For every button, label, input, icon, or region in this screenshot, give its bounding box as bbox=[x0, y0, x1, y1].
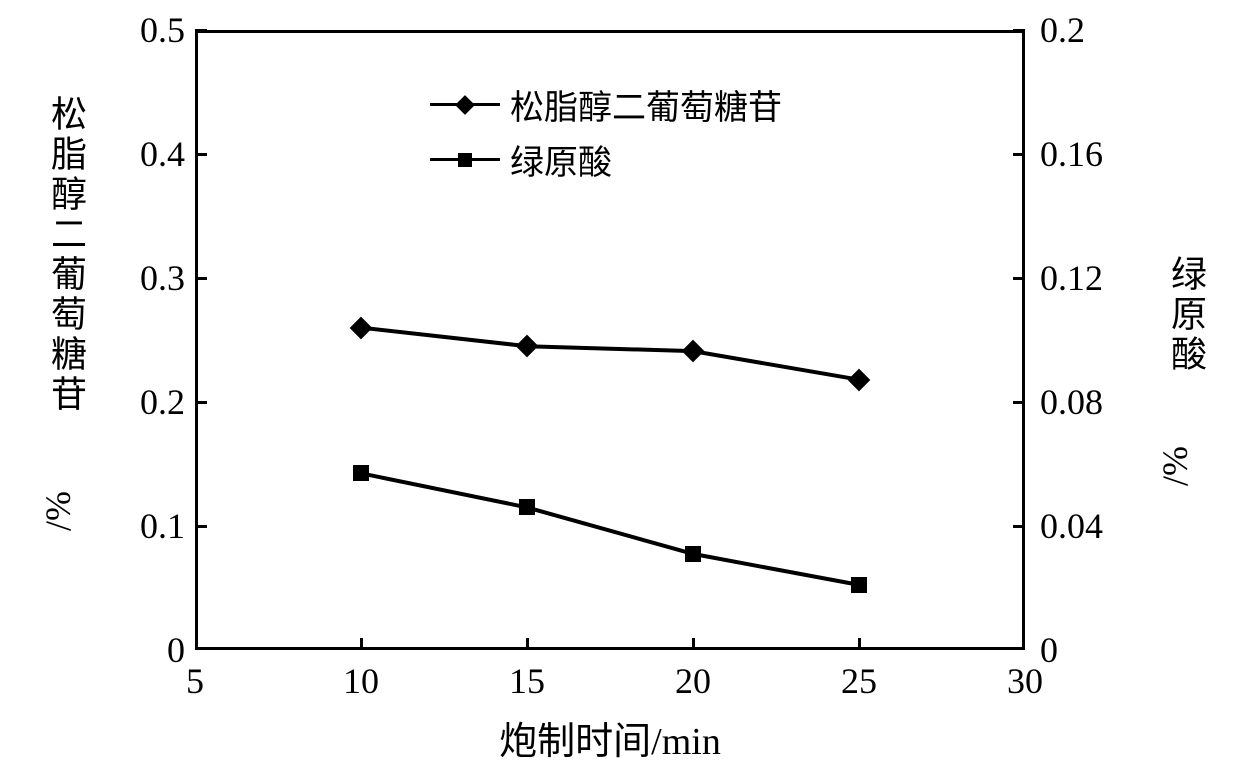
y2-tick-label: 0.08 bbox=[1040, 381, 1103, 423]
y2-axis-title-unit: /% bbox=[1154, 446, 1196, 486]
y2-tick bbox=[1013, 525, 1025, 528]
x-tick-label: 30 bbox=[1007, 660, 1043, 702]
y1-tick bbox=[195, 525, 207, 528]
x-tick-label: 15 bbox=[509, 660, 545, 702]
y2-tick bbox=[1013, 401, 1025, 404]
y1-tick-label: 0.3 bbox=[115, 257, 185, 299]
y2-tick-label: 0.2 bbox=[1040, 9, 1085, 51]
x-tick bbox=[360, 638, 363, 650]
y2-tick-label: 0.04 bbox=[1040, 505, 1103, 547]
x-tick bbox=[692, 638, 695, 650]
square-marker-icon bbox=[851, 577, 867, 593]
square-marker-icon bbox=[519, 499, 535, 515]
y1-tick bbox=[195, 153, 207, 156]
y2-tick bbox=[1013, 153, 1025, 156]
y1-tick bbox=[195, 277, 207, 280]
x-axis-title: 炮制时间/min bbox=[499, 710, 721, 765]
legend-item-series1: 松脂醇二葡萄糖苷 bbox=[430, 80, 782, 129]
y1-axis-title: 松脂醇二葡萄糖苷 bbox=[40, 95, 92, 415]
y2-axis-title: 绿原酸 bbox=[1160, 255, 1212, 375]
y2-tick-label: 0.16 bbox=[1040, 133, 1103, 175]
y2-tick bbox=[1013, 29, 1025, 32]
legend-label: 松脂醇二葡萄糖苷 bbox=[510, 80, 782, 129]
x-tick bbox=[858, 638, 861, 650]
square-marker-icon bbox=[685, 546, 701, 562]
legend-item-series2: 绿原酸 bbox=[430, 135, 612, 184]
legend-label: 绿原酸 bbox=[510, 135, 612, 184]
y1-tick-label: 0.2 bbox=[115, 381, 185, 423]
chart-container: 松脂醇二葡萄糖苷 /% 绿原酸 /% 炮制时间/min 松脂醇二葡萄糖苷 绿原酸… bbox=[0, 0, 1240, 783]
x-tick-label: 5 bbox=[186, 660, 204, 702]
square-marker-icon bbox=[353, 465, 369, 481]
y1-tick-label: 0.5 bbox=[115, 9, 185, 51]
y1-tick-label: 0.4 bbox=[115, 133, 185, 175]
y1-tick bbox=[195, 401, 207, 404]
y1-tick bbox=[195, 29, 207, 32]
y2-tick-label: 0.12 bbox=[1040, 257, 1103, 299]
y1-axis-title-unit: /% bbox=[37, 491, 79, 531]
x-tick-label: 20 bbox=[675, 660, 711, 702]
y1-tick-label: 0.1 bbox=[115, 505, 185, 547]
square-marker-icon bbox=[458, 153, 472, 167]
diamond-marker-icon bbox=[455, 95, 475, 115]
y2-tick bbox=[1013, 277, 1025, 280]
y1-tick-label: 0 bbox=[115, 629, 185, 671]
x-tick bbox=[526, 638, 529, 650]
x-tick-label: 10 bbox=[343, 660, 379, 702]
x-tick-label: 25 bbox=[841, 660, 877, 702]
